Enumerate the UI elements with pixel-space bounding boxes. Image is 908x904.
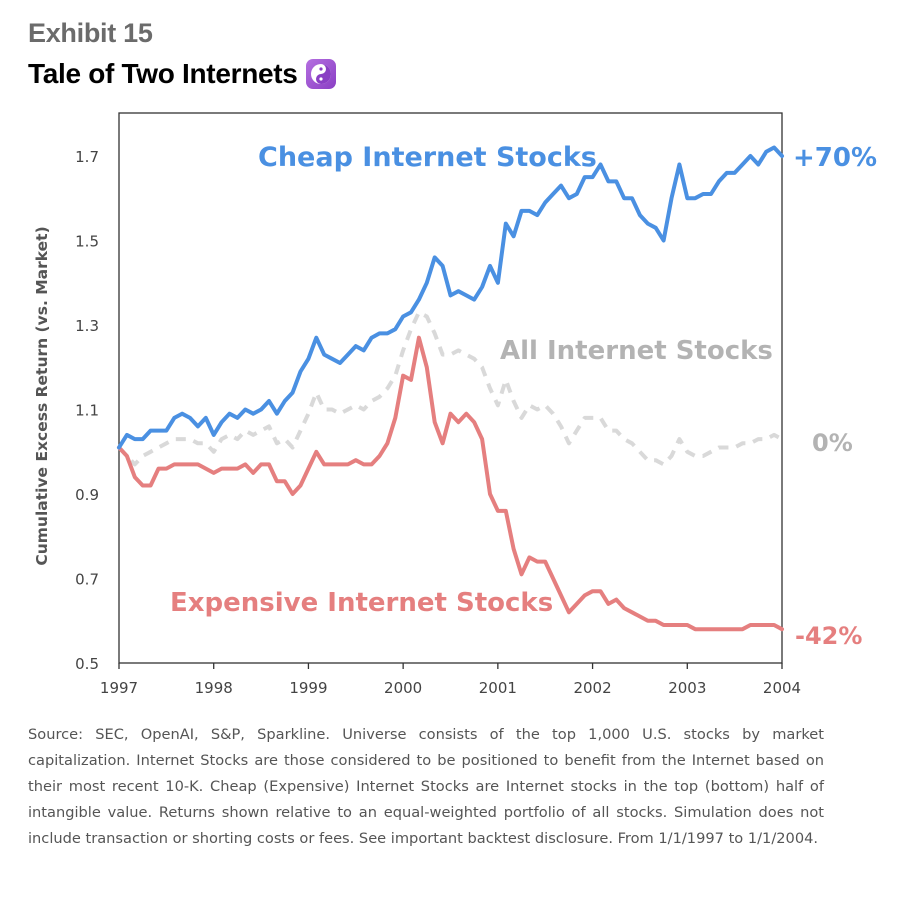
x-axis: 1997 1998 1999 2000 2001 2002 2003 2004 [100, 663, 801, 697]
y-tick-label: 0.5 [75, 655, 99, 673]
x-tick-label: 1997 [100, 679, 138, 697]
series-lines [117, 145, 784, 632]
label-expensive: Expensive Internet Stocks [170, 588, 553, 618]
source-footnote: Source: SEC, OpenAI, S&P, Sparkline. Uni… [28, 726, 824, 847]
y-tick-label: 0.9 [75, 486, 99, 504]
x-tick-label: 1998 [195, 679, 233, 697]
series-line-all-internet-stocks [117, 310, 783, 467]
x-tick-label: 1999 [289, 679, 327, 697]
label-cheap: Cheap Internet Stocks [258, 142, 597, 173]
y-tick-label: 1.5 [75, 233, 99, 251]
plot-frame [118, 112, 783, 664]
end-label-cheap: +70% [793, 143, 877, 173]
x-tick-label: 2001 [479, 679, 517, 697]
exhibit-number: Exhibit 15 [28, 18, 153, 48]
y-tick-label: 1.3 [75, 317, 99, 335]
plot-border [118, 112, 783, 664]
yin-yang-icon [305, 59, 336, 89]
y-axis: 0.5 0.7 0.9 1.1 1.3 1.5 1.7 [75, 148, 99, 673]
line-chart: 0.5 0.7 0.9 1.1 1.3 1.5 1.7 1997 1998 1999 2000 20… [33, 112, 877, 697]
x-tick-label: 2004 [763, 679, 801, 697]
label-all: All Internet Stocks [500, 336, 773, 366]
series-line-expensive-internet-stocks [117, 335, 784, 632]
end-label-all: 0% [812, 429, 853, 457]
series-line-cheap-internet-stocks [117, 145, 784, 450]
end-label-expensive: -42% [795, 622, 862, 650]
x-tick-label: 2002 [573, 679, 611, 697]
y-tick-label: 1.7 [75, 148, 99, 166]
x-tick-label: 2000 [384, 679, 422, 697]
chart-title: Tale of Two Internets [28, 58, 336, 90]
y-axis-title: Cumulative Excess Return (vs. Market) [33, 226, 51, 565]
y-tick-label: 0.7 [75, 571, 99, 589]
y-tick-label: 1.1 [75, 402, 99, 420]
x-tick-label: 2003 [668, 679, 706, 697]
chart-title-text: Tale of Two Internets [28, 58, 298, 89]
